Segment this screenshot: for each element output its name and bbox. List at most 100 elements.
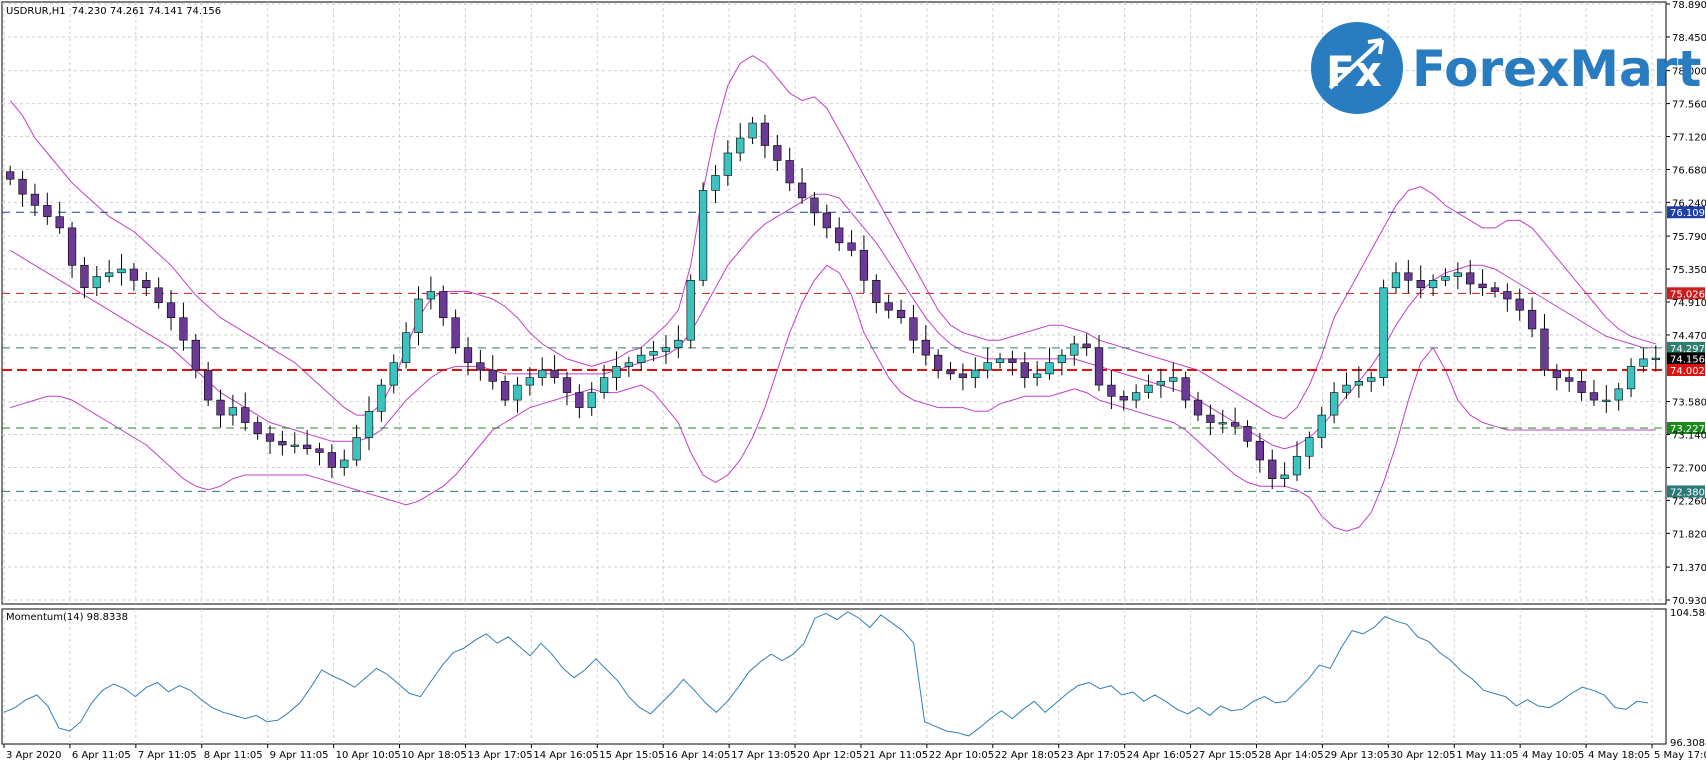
candle-body	[278, 440, 287, 446]
candle-body	[1144, 384, 1153, 393]
candle-body	[241, 407, 250, 423]
candle-body	[1317, 414, 1326, 438]
candle-body	[1020, 362, 1029, 378]
candle-body	[760, 122, 770, 146]
price-tick-label: 71.370	[1672, 563, 1706, 574]
candle-body	[1094, 347, 1104, 386]
candle-body	[525, 377, 534, 386]
price-tick-label: 71.820	[1672, 529, 1706, 540]
candle-body	[129, 268, 139, 281]
level-price-tag	[1667, 206, 1705, 219]
candle-body	[1305, 437, 1314, 457]
candle-body	[290, 444, 299, 447]
candle-body	[364, 411, 374, 438]
time-tick-label: 17 Apr 13:05	[731, 750, 796, 761]
level-price-label: 72.380	[1670, 487, 1705, 498]
candle-body	[55, 216, 64, 229]
candle-body	[439, 291, 448, 319]
momentum-plot-frame	[1, 608, 1667, 745]
price-tick-label: 75.350	[1672, 265, 1706, 276]
candle-body	[1243, 425, 1252, 442]
symbol-header: USDRUR,H1 74.230 74.261 74.141 74.156	[6, 6, 221, 17]
candle-body	[377, 384, 386, 412]
momentum-indicator-label: Momentum(14) 98.8338	[6, 612, 128, 623]
candle-body	[1379, 287, 1388, 378]
candle-body	[166, 302, 176, 319]
price-tick-label: 76.680	[1672, 165, 1706, 176]
price-tick-label: 73.580	[1672, 398, 1706, 409]
time-tick-label: 23 Apr 17:05	[1061, 750, 1126, 761]
price-tick-label: 78.000	[1672, 67, 1706, 78]
candle-body	[401, 332, 411, 363]
candle-body	[1503, 291, 1512, 300]
candle-body	[191, 339, 200, 371]
candle-body	[1391, 272, 1401, 289]
price-tick-label: 78.450	[1672, 33, 1706, 44]
candle-body	[872, 279, 881, 304]
level-price-tag	[1667, 352, 1705, 365]
candle-body	[414, 298, 423, 333]
candle-body	[1230, 422, 1240, 427]
candle-body	[637, 354, 646, 363]
candle-body	[463, 347, 473, 363]
candle-body	[80, 265, 89, 289]
candle-body	[1367, 377, 1376, 382]
price-tick-label: 78.890	[1672, 0, 1706, 11]
candle-body	[92, 276, 101, 289]
candle-body	[723, 152, 732, 176]
grid	[2, 2, 1666, 744]
candle-body	[1540, 328, 1549, 371]
candlesticks	[6, 114, 1660, 490]
candle-body	[1156, 381, 1166, 386]
candle-body	[303, 444, 312, 450]
level-price-label: 74.297	[1670, 344, 1705, 355]
candle-body	[204, 369, 213, 401]
candle-body	[934, 354, 943, 371]
candle-body	[1342, 384, 1351, 393]
candle-body	[30, 193, 40, 206]
level-price-label: 73.227	[1670, 424, 1705, 435]
candle-body	[896, 309, 906, 319]
candle-body	[983, 362, 992, 371]
candle-body	[1515, 298, 1524, 311]
time-tick-label: 14 Apr 16:05	[533, 750, 598, 761]
candle-body	[1589, 392, 1599, 401]
candle-body	[859, 250, 869, 281]
candle-body	[1428, 279, 1438, 289]
candle-body	[1057, 354, 1067, 363]
time-tick-label: 9 Apr 11:05	[270, 750, 329, 761]
time-tick-label: 8 Apr 11:05	[204, 750, 263, 761]
candle-body	[847, 242, 856, 251]
candle-body	[1651, 357, 1660, 360]
candle-body	[1614, 388, 1623, 401]
candle-body	[538, 369, 547, 378]
main-plot-frame	[1, 1, 1667, 605]
candle-body	[971, 369, 980, 378]
candle-body	[575, 392, 584, 408]
candle-body	[797, 182, 807, 199]
candle-body	[995, 358, 1005, 363]
candle-body	[1639, 358, 1648, 367]
level-price-label: 74.002	[1670, 366, 1705, 377]
candle-body	[1490, 287, 1500, 292]
candle-body	[1292, 455, 1302, 476]
candle-body	[1218, 422, 1227, 425]
candle-body	[500, 381, 510, 401]
time-tick-label: 4 May 10:05	[1522, 750, 1584, 761]
momentum-tick-label: 104.5861	[1670, 608, 1706, 619]
level-price-tag	[1667, 287, 1705, 300]
candle-body	[587, 392, 596, 408]
bollinger-upper-line	[9, 55, 1656, 420]
candle-body	[884, 302, 893, 311]
candle-body	[43, 205, 52, 217]
price-tick-label: 77.560	[1672, 100, 1706, 111]
candle-body	[1181, 377, 1190, 401]
price-tick-label: 75.790	[1672, 232, 1706, 243]
candle-body	[835, 227, 844, 244]
time-tick-label: 13 Apr 17:05	[467, 750, 532, 761]
candle-body	[1132, 392, 1141, 401]
candle-body	[1552, 369, 1561, 378]
momentum-line: 104.5861 96.3088	[3, 608, 1706, 749]
